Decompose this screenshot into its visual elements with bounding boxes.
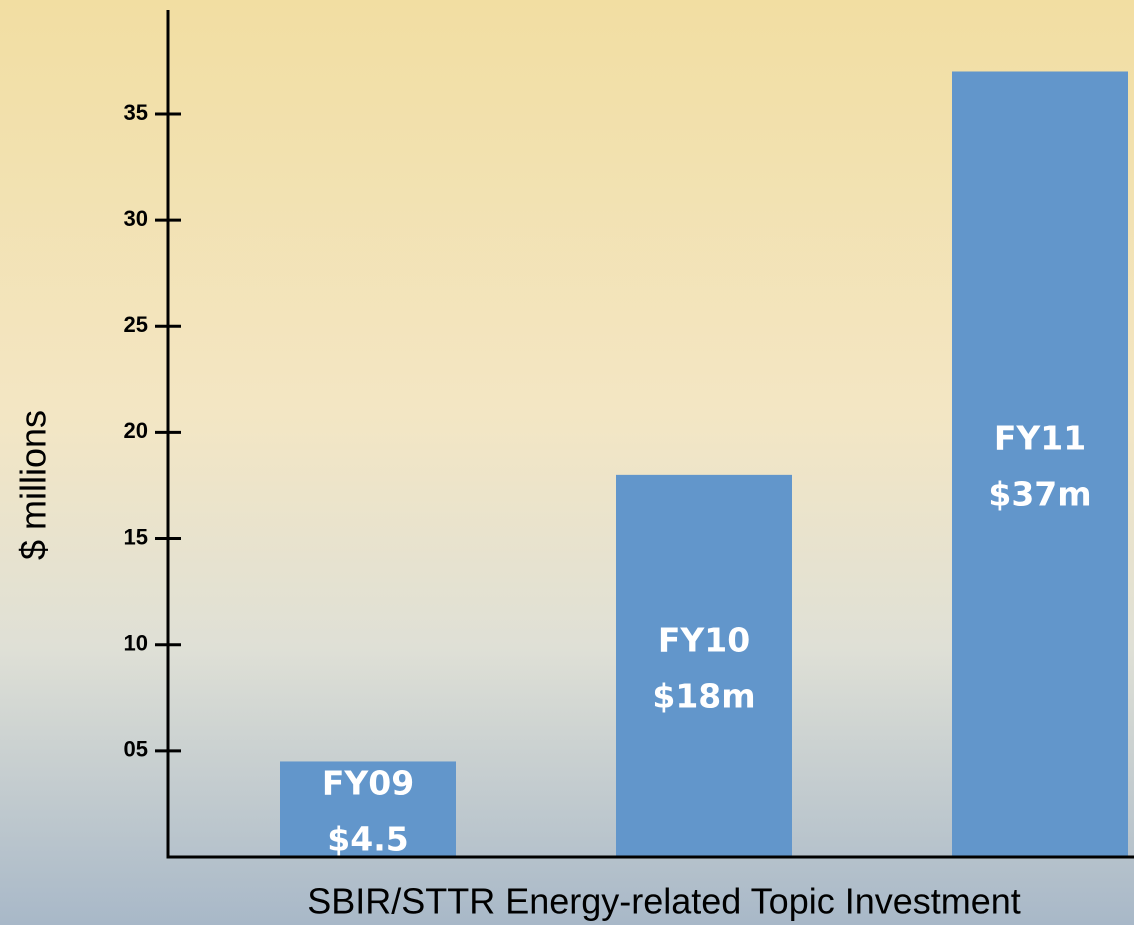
bar xyxy=(952,71,1128,858)
y-tick-label: 30 xyxy=(124,206,148,231)
x-axis-title: SBIR/STTR Energy-related Topic Investmen… xyxy=(307,881,1021,922)
bar-value-label: $37m xyxy=(988,475,1091,514)
bar-category-label: FY11 xyxy=(994,419,1086,458)
bar-category-label: FY09 xyxy=(322,764,414,803)
bar-category-label: FY10 xyxy=(658,620,750,659)
bar-value-label: $18m xyxy=(652,676,755,715)
bar-value-label: $4.5 xyxy=(327,820,408,859)
y-tick-label: 15 xyxy=(124,524,148,549)
y-tick-label: 25 xyxy=(124,312,148,337)
y-tick-label: 20 xyxy=(124,418,148,443)
y-tick-label: 35 xyxy=(124,100,148,125)
bar xyxy=(280,761,456,857)
y-tick-label: 05 xyxy=(124,737,148,762)
y-tick-label: 10 xyxy=(124,631,148,656)
y-axis-title: $ millions xyxy=(13,410,54,560)
bar xyxy=(616,474,792,857)
